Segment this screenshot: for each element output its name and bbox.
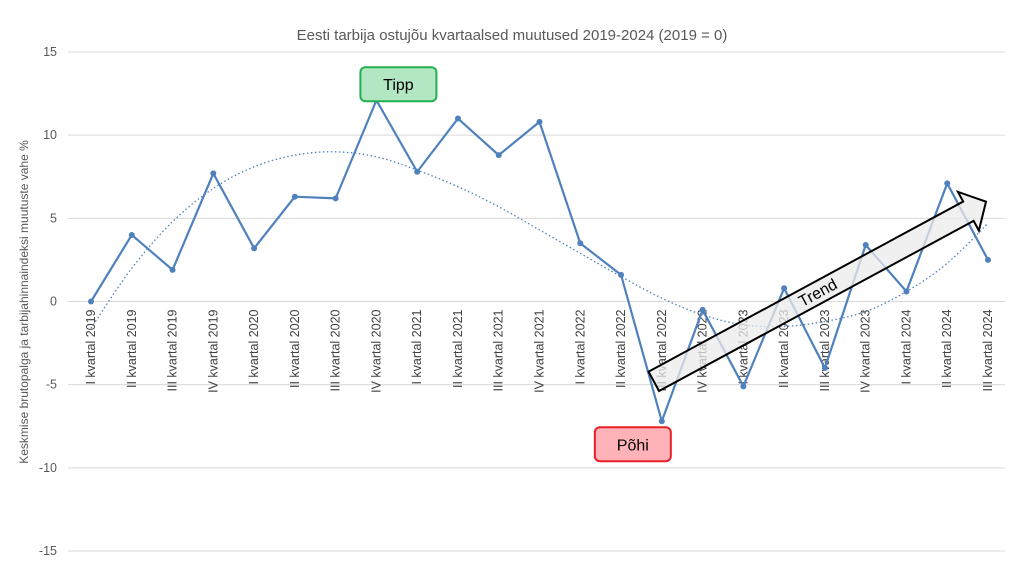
y-tick-label: -15: [39, 544, 57, 558]
trend-arrow: Trend: [647, 190, 988, 393]
y-tick-labels: 15 10 5 0 -5 -10 -15: [39, 45, 57, 558]
x-tick-label: I kvartal 2021: [410, 309, 424, 384]
trendline: [90, 151, 989, 329]
data-point: [821, 365, 828, 372]
y-tick-label: 15: [43, 45, 57, 59]
x-tick-label: II kvartal 2020: [288, 309, 302, 388]
x-tick-label: III kvartal 2020: [329, 309, 343, 391]
y-tick-label: -10: [39, 461, 57, 475]
x-tick-label: I kvartal 2022: [573, 309, 587, 384]
x-tick-label: I kvartal 2024: [899, 309, 913, 384]
data-point: [169, 266, 176, 273]
data-point: [251, 245, 258, 252]
y-tick-label: -5: [46, 378, 57, 392]
x-tick-label: IV kvartal 2019: [206, 309, 220, 392]
data-point: [454, 115, 461, 122]
x-tick-label: II kvartal 2021: [451, 309, 465, 388]
y-tick-label: 0: [50, 295, 57, 309]
data-point: [495, 152, 502, 159]
data-point: [128, 231, 135, 238]
data-point: [577, 240, 584, 247]
peak-callout-box: [359, 66, 438, 103]
x-tick-label: II kvartal 2023: [777, 309, 791, 388]
x-tick-label: IV kvartal 2020: [369, 309, 383, 392]
data-point: [210, 170, 217, 177]
trough-callout-label: Põhi: [617, 437, 649, 454]
x-tick-label: IV kvartal 2023: [859, 309, 873, 392]
data-point: [332, 195, 339, 202]
data-point: [536, 118, 543, 125]
x-tick-label: III kvartal 2021: [492, 309, 506, 391]
data-point: [658, 418, 665, 425]
y-tick-label: 5: [50, 211, 57, 225]
gridlines: [68, 51, 1005, 552]
data-point: [944, 180, 951, 187]
data-point: [88, 298, 94, 305]
data-point: [291, 193, 298, 200]
trough-callout-box: [593, 426, 672, 463]
peak-callout-label: Tipp: [383, 77, 414, 94]
chart-title: Eesti tarbija ostujõu kvartaalsed muutus…: [297, 27, 728, 44]
x-tick-label: III kvartal 2019: [166, 309, 180, 391]
x-tick-label: I kvartal 2019: [84, 309, 98, 384]
x-tick-label: II kvartal 2024: [940, 309, 954, 388]
data-point: [985, 256, 991, 263]
trough-callout: Põhi: [593, 426, 672, 463]
data-point: [781, 285, 788, 292]
x-tick-label: IV kvartal 2021: [533, 309, 547, 392]
y-tick-label: 10: [43, 128, 57, 142]
trend-arrow-shape: [647, 190, 988, 393]
data-point: [699, 306, 706, 313]
data-point: [618, 271, 625, 278]
x-tick-label: III kvartal 2024: [981, 309, 995, 391]
data-point: [903, 288, 910, 295]
data-point: [414, 168, 421, 175]
data-point: [740, 383, 747, 390]
x-tick-label: I kvartal 2020: [247, 309, 261, 384]
x-tick-label: II kvartal 2022: [614, 309, 628, 388]
x-tick-label: III kvartal 2023: [818, 309, 832, 391]
y-axis-label: Keskmise brutopalga ja tarbijahinnaindek…: [17, 140, 31, 464]
peak-callout: Tipp: [359, 66, 438, 103]
data-point: [862, 241, 869, 248]
x-tick-labels: I kvartal 2019 II kvartal 2019 III kvartal…: [84, 309, 995, 392]
x-tick-label: II kvartal 2019: [125, 309, 139, 388]
